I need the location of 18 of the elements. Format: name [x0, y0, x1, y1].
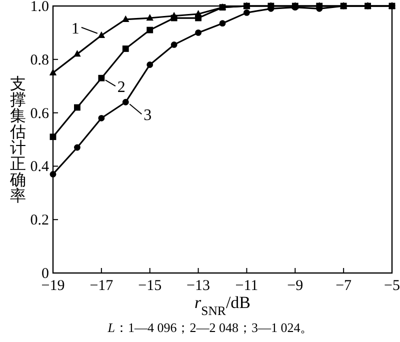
- x-tick-label: −17: [90, 278, 114, 294]
- y-axis-title: 支撑集估计正确率: [9, 75, 26, 206]
- legend-label: 3: [144, 107, 152, 124]
- x-tick-label: −11: [235, 278, 258, 294]
- legend-label: 2: [117, 79, 126, 96]
- x-axis-title: r$_{SNR}$/dB: [194, 293, 250, 318]
- y-tick-label: 1.0: [30, 0, 49, 15]
- series-label: 1: [71, 20, 80, 38]
- y-tick-label: 0.4: [30, 159, 50, 176]
- y-tick-label: 0.8: [30, 52, 49, 68]
- x-tick-label: −13: [186, 278, 210, 294]
- y-tick-label: 0.6: [30, 106, 50, 122]
- x-tick-label: −15: [138, 278, 162, 294]
- y-tick-label: 0.2: [30, 212, 49, 229]
- text: L：1—4 096；2—2 048；3—1 024。: [106, 320, 314, 335]
- x-tick-label: −9: [287, 278, 304, 294]
- x-tick-label: −7: [336, 278, 352, 294]
- x-tick-label: −5: [384, 278, 400, 294]
